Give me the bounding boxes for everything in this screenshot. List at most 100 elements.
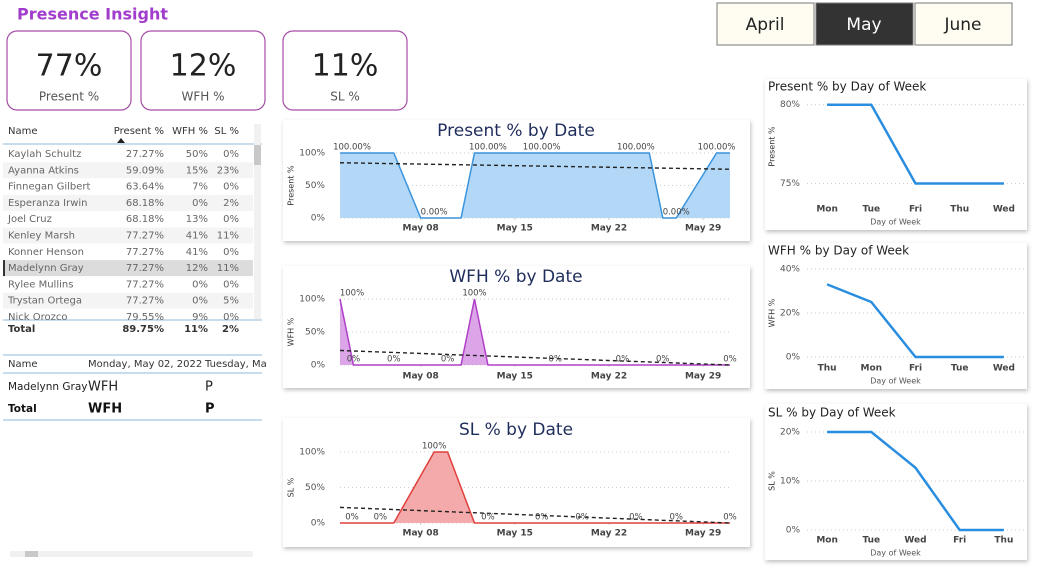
card-label: SL % xyxy=(330,90,360,104)
table-cell: 0% xyxy=(223,214,239,225)
table-cell: 68.18% xyxy=(126,214,164,225)
y-tick-label: 0% xyxy=(311,519,326,529)
table-header: Present % xyxy=(114,126,164,137)
slicer-label[interactable]: April xyxy=(746,15,785,35)
data-label: 100% xyxy=(340,289,364,299)
sort-icon xyxy=(117,138,125,143)
y-tick-label: 100% xyxy=(299,295,325,305)
h-scrollbar[interactable] xyxy=(10,551,253,557)
y-tick-label: 0% xyxy=(311,214,326,224)
data-label: 100.00% xyxy=(523,143,561,153)
matrix-header: Monday, May 02, 2022 xyxy=(88,359,202,370)
data-label: 0% xyxy=(387,355,401,365)
table-cell[interactable]: Nick Orozco xyxy=(8,312,67,323)
y-axis-title: WFH % xyxy=(768,298,777,327)
x-tick-label: May 08 xyxy=(403,529,439,539)
table-cell: 77.27% xyxy=(126,296,164,307)
table-cell: 59.09% xyxy=(126,165,164,176)
y-tick-label: 0% xyxy=(786,353,801,363)
scrollbar[interactable] xyxy=(254,124,261,319)
card-value: 11% xyxy=(312,49,379,84)
slicer-button[interactable] xyxy=(815,2,914,46)
y-tick-label: 0% xyxy=(311,361,326,371)
y-tick-label: 50% xyxy=(305,181,325,191)
scroll-thumb[interactable] xyxy=(254,145,261,165)
x-tick-label: May 29 xyxy=(685,529,721,539)
table-cell[interactable]: Joel Cruz xyxy=(7,214,52,225)
table-cell[interactable]: Kaylah Schultz xyxy=(8,149,81,160)
x-tick-label: Thu xyxy=(950,205,969,215)
slicer-button[interactable] xyxy=(716,2,815,46)
table-cell: 11% xyxy=(217,263,239,274)
table-cell[interactable]: Rylee Mullins xyxy=(8,279,73,290)
table-cell: 0% xyxy=(192,279,208,290)
data-label: 0% xyxy=(575,513,589,523)
table-cell[interactable]: Trystan Ortega xyxy=(7,296,82,307)
x-tick-label: May 22 xyxy=(591,224,627,234)
data-label: 0.00% xyxy=(663,208,690,218)
slicer-label[interactable]: June xyxy=(943,15,981,35)
table-header: Name xyxy=(8,126,38,137)
chart-title: WFH % by Date xyxy=(449,267,582,287)
x-tick-label: May 29 xyxy=(685,372,721,382)
table-cell[interactable]: Konner Henson xyxy=(8,247,84,258)
data-label: 0% xyxy=(669,513,683,523)
x-tick-label: May 22 xyxy=(591,372,627,382)
table-cell: 27.27% xyxy=(126,149,164,160)
x-tick-label: Wed xyxy=(993,364,1015,374)
matrix-total: P xyxy=(205,402,215,417)
x-tick-label: Fri xyxy=(953,536,966,546)
row-band xyxy=(3,292,253,309)
matrix-cell: WFH xyxy=(88,380,118,395)
x-tick-label: May 08 xyxy=(403,372,439,382)
table-cell: 77.27% xyxy=(126,231,164,242)
y-axis-title: SL % xyxy=(287,477,296,497)
x-tick-label: Wed xyxy=(993,205,1015,215)
x-tick-label: May 08 xyxy=(403,224,439,234)
y-tick-label: 0% xyxy=(786,526,801,536)
card-label: Present % xyxy=(39,90,99,104)
y-tick-label: 10% xyxy=(780,477,800,487)
table-cell: 9% xyxy=(192,312,208,323)
data-label: 100% xyxy=(462,289,486,299)
table-cell[interactable]: Esperanza Irwin xyxy=(8,198,88,209)
x-tick-label: Fri xyxy=(909,205,922,215)
data-label: 0% xyxy=(616,355,630,365)
x-axis-title: Day of Week xyxy=(870,377,921,386)
table-cell: 0% xyxy=(223,182,239,193)
slicer-label[interactable]: May xyxy=(846,15,881,35)
table-cell: 13% xyxy=(186,214,208,225)
table-cell[interactable]: Ayanna Atkins xyxy=(8,165,79,176)
slicer-button[interactable] xyxy=(914,2,1013,46)
area-fill xyxy=(340,452,730,523)
x-tick-label: Tue xyxy=(862,205,880,215)
data-label: 0% xyxy=(723,355,737,365)
x-tick-label: May 29 xyxy=(685,224,721,234)
data-label: 0% xyxy=(345,513,359,523)
y-tick-label: 100% xyxy=(299,448,325,458)
page-title: Presence Insight xyxy=(17,5,168,24)
y-axis-title: WFH % xyxy=(287,317,296,346)
data-label: 100% xyxy=(422,442,446,452)
data-label: 0% xyxy=(629,513,643,523)
panel xyxy=(283,266,750,388)
x-axis-title: Day of Week xyxy=(870,218,921,227)
h-scroll-thumb[interactable] xyxy=(25,551,38,557)
row-band xyxy=(3,162,253,179)
selected-row xyxy=(3,260,253,277)
card-label: WFH % xyxy=(181,90,224,104)
table-cell[interactable]: Madelynn Gray xyxy=(8,263,84,274)
line xyxy=(827,430,1004,532)
data-label: 0% xyxy=(723,513,737,523)
data-label: 0% xyxy=(535,513,549,523)
table-cell[interactable]: Finnegan Gilbert xyxy=(8,182,91,193)
x-tick-label: Wed xyxy=(904,536,926,546)
data-label: 0% xyxy=(347,355,361,365)
table-cell: 77.27% xyxy=(126,263,164,274)
table-cell[interactable]: Kenley Marsh xyxy=(8,231,75,242)
matrix-header: Name xyxy=(8,359,38,370)
x-tick-label: Tue xyxy=(951,364,969,374)
trend-line xyxy=(339,506,731,524)
card xyxy=(282,30,408,111)
y-tick-label: 80% xyxy=(780,100,800,110)
